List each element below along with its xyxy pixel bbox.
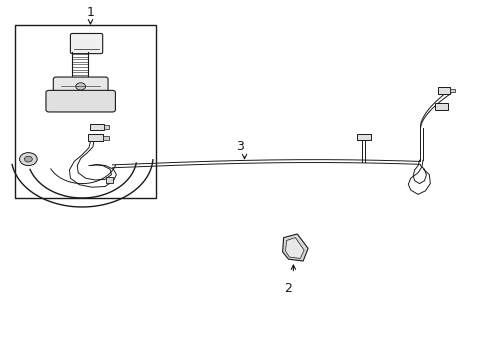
Bar bbox=[105, 177, 113, 183]
FancyBboxPatch shape bbox=[70, 33, 102, 54]
FancyBboxPatch shape bbox=[46, 90, 115, 112]
Bar bbox=[356, 134, 370, 140]
Bar bbox=[104, 125, 109, 129]
Bar bbox=[88, 134, 102, 141]
Polygon shape bbox=[285, 238, 304, 258]
Bar bbox=[437, 87, 449, 94]
Bar bbox=[15, 25, 156, 198]
Circle shape bbox=[76, 83, 85, 90]
Bar bbox=[102, 136, 108, 140]
Circle shape bbox=[20, 153, 37, 166]
Text: 2: 2 bbox=[284, 282, 292, 294]
Circle shape bbox=[24, 156, 32, 162]
Bar bbox=[434, 103, 447, 110]
FancyBboxPatch shape bbox=[53, 77, 108, 96]
Bar bbox=[90, 124, 104, 130]
Bar bbox=[449, 89, 454, 92]
Text: 1: 1 bbox=[86, 6, 94, 19]
Polygon shape bbox=[282, 234, 307, 261]
Text: 3: 3 bbox=[235, 140, 243, 153]
